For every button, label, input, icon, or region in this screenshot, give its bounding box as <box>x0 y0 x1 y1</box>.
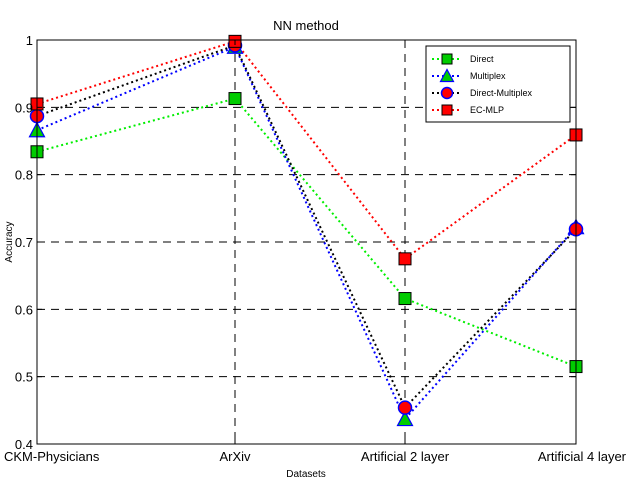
legend-marker-multiplex <box>439 68 455 83</box>
y-tick-label: 0.7 <box>15 235 33 250</box>
x-tick-label: Artificial 2 layer <box>361 449 450 464</box>
legend-marker-direct <box>441 53 453 65</box>
series-line-direct <box>36 97 577 368</box>
legend-marker-direct-multiplex <box>440 86 454 100</box>
y-tick-label: 0.6 <box>15 302 33 317</box>
x-tick-label: ArXiv <box>219 449 251 464</box>
y-tick-label: 0.8 <box>15 168 33 183</box>
legend-marker-ec-mlp <box>441 104 453 116</box>
data-point-ec-mlp <box>398 252 412 266</box>
legend: Direct Multiplex Direct-Multiplex EC-MLP <box>425 45 571 123</box>
x-tick-labels: CKM-Physicians ArXiv Artificial 2 layer Art… <box>4 40 627 464</box>
chart-title: NN method <box>273 18 339 33</box>
y-tick-label: 0.4 <box>15 437 33 452</box>
y-axis-label: Accuracy <box>4 221 15 262</box>
series-line-ec-mlp <box>36 40 577 261</box>
y-tick-labels: 0.4 0.5 0.6 0.7 0.8 0.9 1 <box>15 33 576 452</box>
x-tick-label: CKM-Physicians <box>4 449 100 464</box>
data-point-direct <box>228 92 242 106</box>
series-lines <box>36 40 577 421</box>
legend-label-direct-multiplex: Direct-Multiplex <box>470 88 533 98</box>
series-line-direct-multiplex <box>36 44 577 410</box>
y-tick-label: 1 <box>26 33 33 48</box>
data-point-multiplex <box>396 410 414 427</box>
x-tick-label: Artificial 4 layer <box>538 449 627 464</box>
x-axis-label: Datasets <box>286 469 325 479</box>
legend-label-direct: Direct <box>470 54 494 64</box>
data-point-direct <box>398 292 412 306</box>
data-point-direct-multiplex <box>397 400 413 415</box>
legend-label-multiplex: Multiplex <box>470 71 506 81</box>
y-tick-label: 0.9 <box>15 100 33 115</box>
grid <box>37 40 576 444</box>
legend-label-ec-mlp: EC-MLP <box>470 105 504 115</box>
y-tick-label: 0.5 <box>15 370 33 385</box>
